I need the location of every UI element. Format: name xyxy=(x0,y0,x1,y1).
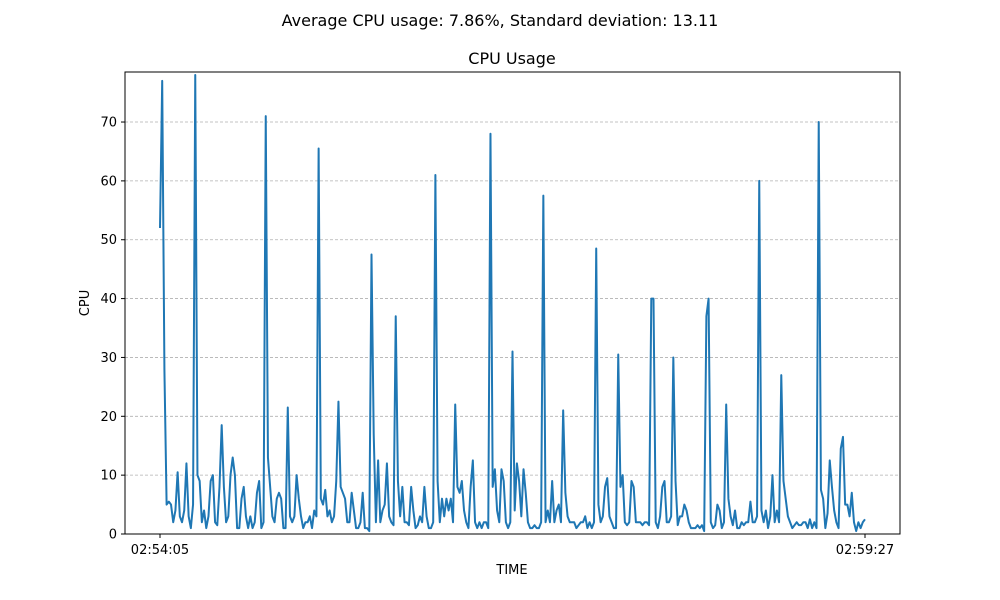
x-axis-label: TIME xyxy=(495,563,527,578)
figure-suptitle: Average CPU usage: 7.86%, Standard devia… xyxy=(282,11,719,30)
cpu-usage-series-line xyxy=(159,73,866,533)
y-axis-ticks: 0 10 20 30 40 50 60 70 xyxy=(100,116,125,543)
y-tick-label: 0 xyxy=(109,528,117,543)
chart-title: CPU Usage xyxy=(468,49,555,68)
y-tick-label: 70 xyxy=(100,116,117,131)
x-tick-label: 02:54:05 xyxy=(131,543,189,558)
y-tick-label: 60 xyxy=(100,174,117,189)
y-tick-label: 10 xyxy=(100,469,117,484)
y-axis-label: CPU xyxy=(78,290,93,316)
y-tick-label: 50 xyxy=(100,233,117,248)
y-tick-label: 40 xyxy=(100,292,117,307)
x-tick-label: 02:59:27 xyxy=(836,543,894,558)
y-tick-label: 20 xyxy=(100,410,117,425)
plot-area-frame xyxy=(124,71,901,535)
x-axis-ticks: 02:54:05 02:59:27 xyxy=(131,534,894,558)
y-tick-label: 30 xyxy=(100,351,117,366)
